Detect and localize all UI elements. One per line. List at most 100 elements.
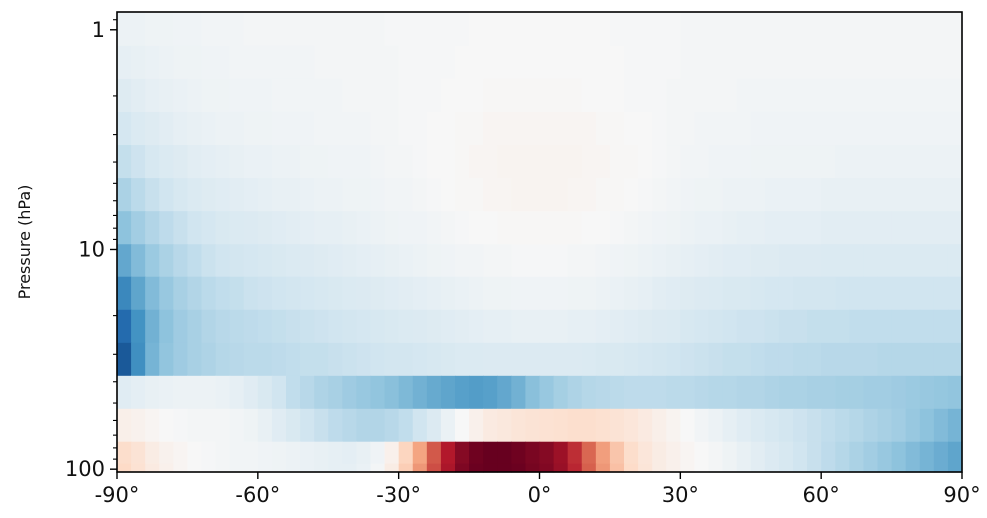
heatmap-cell	[356, 244, 372, 278]
heatmap-cell	[539, 211, 555, 245]
heatmap-cell	[638, 408, 653, 443]
heatmap-cell	[919, 111, 935, 146]
heatmap-cell	[173, 111, 189, 146]
heatmap-cell	[624, 375, 639, 410]
heatmap-cell	[905, 309, 921, 344]
heatmap-cell	[624, 309, 639, 344]
heatmap-cell	[778, 408, 794, 443]
heatmap-cell	[412, 111, 428, 146]
heatmap-cell	[440, 178, 456, 212]
heatmap-cell	[398, 463, 414, 473]
heatmap-cell	[398, 78, 414, 113]
heatmap-cell	[483, 342, 498, 377]
heatmap-cell	[201, 211, 217, 245]
heatmap-cell	[300, 463, 315, 473]
heatmap-cell	[145, 145, 160, 179]
heatmap-cell	[807, 244, 822, 278]
heatmap-cell	[652, 178, 667, 212]
heatmap-cell	[609, 211, 625, 245]
heatmap-cell	[300, 309, 315, 344]
heatmap-cell	[455, 211, 470, 245]
heatmap-cell	[271, 463, 287, 473]
heatmap-cell	[722, 244, 738, 278]
heatmap-cell	[567, 463, 583, 473]
heatmap-cell	[863, 45, 879, 80]
heatmap-cell	[159, 145, 174, 179]
heatmap-cell	[370, 276, 386, 311]
heatmap-cell	[356, 309, 372, 344]
heatmap-cell	[764, 78, 780, 113]
heatmap-cell	[201, 145, 217, 179]
heatmap-cell	[342, 78, 358, 113]
heatmap-cell	[778, 375, 794, 410]
heatmap-cell	[736, 244, 752, 278]
heatmap-cell	[201, 375, 217, 410]
heatmap-cell	[553, 375, 569, 410]
heatmap-cell	[933, 408, 949, 443]
heatmap-cell	[793, 178, 808, 212]
heatmap-cell	[835, 145, 850, 179]
x-tick-label: 60°	[803, 483, 840, 507]
heatmap-cell	[229, 375, 245, 410]
heatmap-cell	[905, 145, 921, 179]
heatmap-cell	[821, 178, 836, 212]
heatmap-cell	[173, 145, 189, 179]
heatmap-cell	[455, 463, 470, 473]
heatmap-cell	[933, 111, 949, 146]
heatmap-cell	[412, 441, 428, 465]
heatmap-cell	[933, 178, 949, 212]
heatmap-cell	[863, 244, 879, 278]
heatmap-cell	[286, 111, 301, 146]
heatmap-cell	[215, 78, 231, 113]
heatmap-cell	[567, 178, 583, 212]
heatmap-cell	[243, 441, 259, 465]
heatmap-cell	[229, 78, 245, 113]
heatmap-cell	[933, 463, 949, 473]
heatmap-cell	[145, 463, 160, 473]
heatmap-cell	[807, 276, 822, 311]
heatmap-cell	[835, 211, 850, 245]
heatmap-cell	[581, 441, 597, 465]
heatmap-cell	[370, 441, 386, 465]
heatmap-cell	[328, 244, 343, 278]
heatmap-cell	[117, 276, 132, 311]
heatmap-cell	[469, 111, 484, 146]
heatmap-cell	[750, 45, 766, 80]
heatmap-cell	[384, 45, 400, 80]
heatmap-cell	[553, 309, 569, 344]
heatmap-cell	[328, 375, 343, 410]
heatmap-cell	[694, 244, 710, 278]
heatmap-cell	[807, 178, 822, 212]
heatmap-cell	[370, 244, 386, 278]
heatmap-cell	[201, 12, 217, 47]
heatmap-cell	[215, 276, 231, 311]
heatmap-cell	[131, 78, 146, 113]
heatmap-cell	[567, 276, 583, 311]
heatmap-cell	[539, 309, 555, 344]
heatmap-cell	[455, 78, 470, 113]
heatmap-cell	[750, 463, 766, 473]
heatmap-cell	[300, 408, 315, 443]
heatmap-cell	[877, 276, 893, 311]
heatmap-cell	[539, 463, 555, 473]
heatmap-cell	[581, 211, 597, 245]
heatmap-cell	[201, 45, 217, 80]
heatmap-cell	[511, 78, 527, 113]
heatmap-cell	[271, 78, 287, 113]
heatmap-cell	[300, 441, 315, 465]
heatmap-cell	[793, 145, 808, 179]
heatmap-cell	[652, 111, 667, 146]
heatmap-cell	[666, 78, 681, 113]
heatmap-cell	[187, 342, 203, 377]
heatmap-cell	[159, 342, 174, 377]
heatmap-cell	[666, 45, 681, 80]
heatmap-cell	[525, 441, 541, 465]
heatmap-cell	[398, 211, 414, 245]
heatmap-cell	[694, 375, 710, 410]
heatmap-cell	[919, 45, 935, 80]
heatmap-cell	[652, 441, 667, 465]
heatmap-cell	[624, 463, 639, 473]
heatmap-cell	[370, 12, 386, 47]
heatmap-cell	[131, 375, 146, 410]
heatmap-cell	[835, 78, 850, 113]
